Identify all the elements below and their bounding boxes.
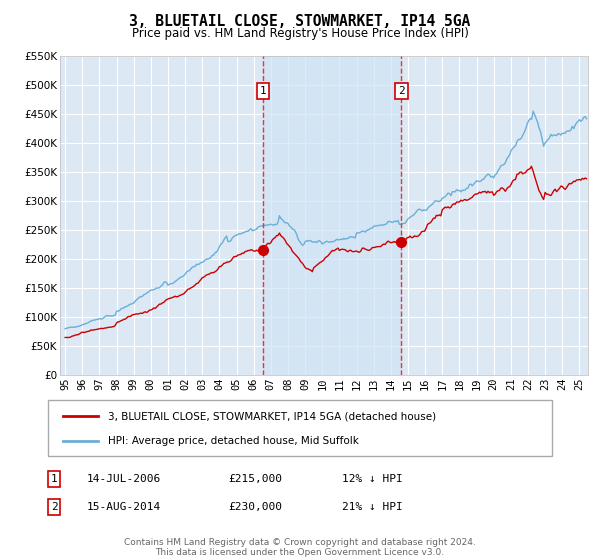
Text: 21% ↓ HPI: 21% ↓ HPI <box>342 502 403 512</box>
FancyBboxPatch shape <box>48 400 552 456</box>
Bar <box>263 56 401 375</box>
Text: 14-JUL-2006: 14-JUL-2006 <box>87 474 161 484</box>
Text: 3, BLUETAIL CLOSE, STOWMARKET, IP14 5GA (detached house): 3, BLUETAIL CLOSE, STOWMARKET, IP14 5GA … <box>109 411 437 421</box>
Text: 1: 1 <box>260 86 266 96</box>
Text: 3, BLUETAIL CLOSE, STOWMARKET, IP14 5GA: 3, BLUETAIL CLOSE, STOWMARKET, IP14 5GA <box>130 14 470 29</box>
Text: Contains HM Land Registry data © Crown copyright and database right 2024.
This d: Contains HM Land Registry data © Crown c… <box>124 538 476 557</box>
Text: HPI: Average price, detached house, Mid Suffolk: HPI: Average price, detached house, Mid … <box>109 436 359 446</box>
Text: 12% ↓ HPI: 12% ↓ HPI <box>342 474 403 484</box>
Text: 1: 1 <box>50 474 58 484</box>
Text: Price paid vs. HM Land Registry's House Price Index (HPI): Price paid vs. HM Land Registry's House … <box>131 27 469 40</box>
Text: £215,000: £215,000 <box>228 474 282 484</box>
Text: 2: 2 <box>398 86 405 96</box>
Text: 2: 2 <box>50 502 58 512</box>
Text: 15-AUG-2014: 15-AUG-2014 <box>87 502 161 512</box>
Text: £230,000: £230,000 <box>228 502 282 512</box>
